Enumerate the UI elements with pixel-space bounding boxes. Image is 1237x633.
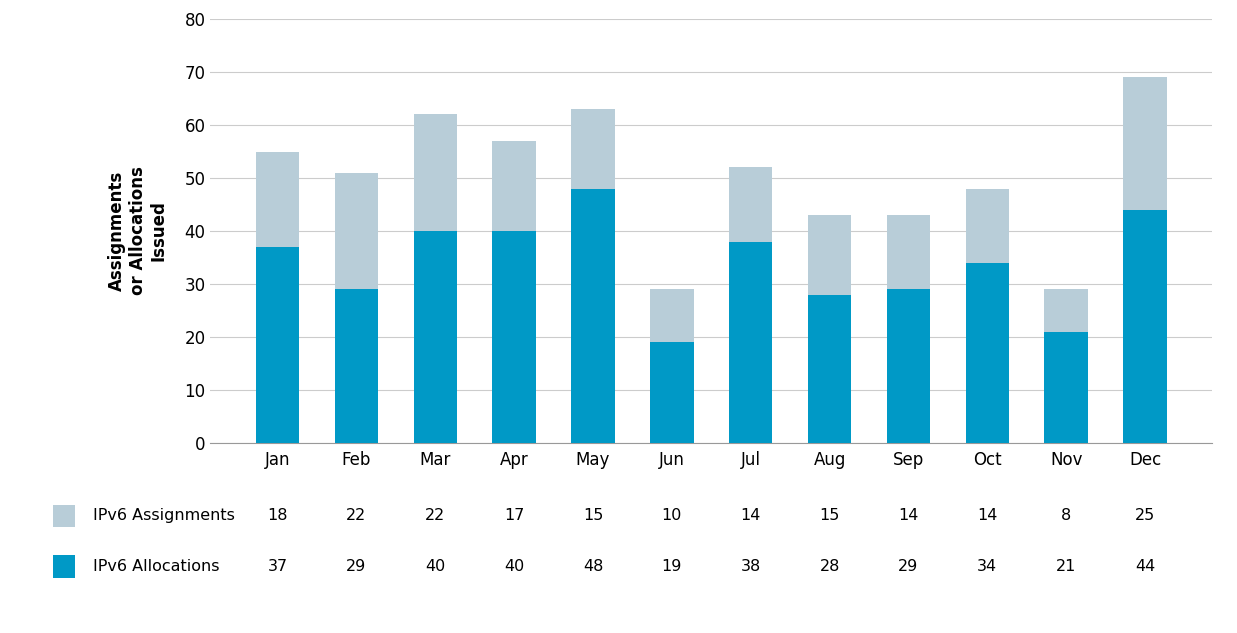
Bar <box>808 215 851 295</box>
Text: 22: 22 <box>346 508 366 523</box>
Bar <box>413 231 456 443</box>
Text: 10: 10 <box>662 508 682 523</box>
Text: 22: 22 <box>426 508 445 523</box>
Bar <box>1123 210 1166 443</box>
Text: IPv6 Assignments: IPv6 Assignments <box>93 508 235 523</box>
Text: 21: 21 <box>1056 559 1076 574</box>
Text: 40: 40 <box>426 559 445 574</box>
Bar <box>571 189 615 443</box>
Bar <box>887 215 930 289</box>
Text: 19: 19 <box>662 559 682 574</box>
Text: 17: 17 <box>503 508 524 523</box>
Bar <box>492 141 536 231</box>
Bar <box>335 289 379 443</box>
Text: 25: 25 <box>1134 508 1155 523</box>
Text: 40: 40 <box>503 559 524 574</box>
Bar <box>256 247 299 443</box>
Bar <box>492 231 536 443</box>
Text: 15: 15 <box>819 508 840 523</box>
Bar <box>651 289 694 342</box>
Text: 38: 38 <box>741 559 761 574</box>
Bar <box>1044 289 1087 332</box>
Text: 28: 28 <box>819 559 840 574</box>
Text: 37: 37 <box>267 559 287 574</box>
Text: 48: 48 <box>583 559 604 574</box>
Bar <box>729 242 772 443</box>
Text: 29: 29 <box>346 559 366 574</box>
Text: 44: 44 <box>1134 559 1155 574</box>
Text: 8: 8 <box>1061 508 1071 523</box>
Text: 29: 29 <box>898 559 919 574</box>
Bar <box>651 342 694 443</box>
Bar <box>1044 332 1087 443</box>
Bar <box>335 173 379 289</box>
Text: 34: 34 <box>977 559 997 574</box>
Bar <box>413 115 456 231</box>
Y-axis label: Assignments
or Allocations
Issued: Assignments or Allocations Issued <box>108 166 168 296</box>
Text: 14: 14 <box>898 508 919 523</box>
Bar <box>808 295 851 443</box>
Text: 15: 15 <box>583 508 604 523</box>
Bar <box>729 167 772 242</box>
Bar <box>1123 77 1166 210</box>
Bar <box>966 189 1009 263</box>
Bar <box>966 263 1009 443</box>
Text: IPv6 Allocations: IPv6 Allocations <box>93 559 219 574</box>
Text: 14: 14 <box>977 508 997 523</box>
Bar <box>256 151 299 247</box>
Text: 18: 18 <box>267 508 288 523</box>
Bar <box>571 109 615 189</box>
Bar <box>887 289 930 443</box>
Text: 14: 14 <box>741 508 761 523</box>
